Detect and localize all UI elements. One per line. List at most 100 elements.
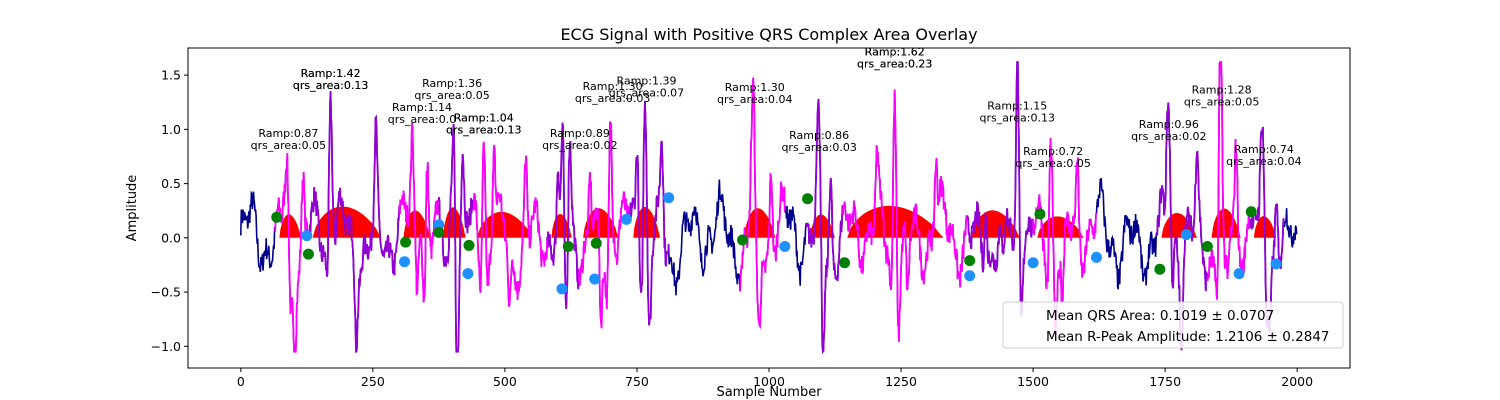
annotation-6-ramp: Ramp:1.04 (454, 112, 514, 125)
annotation-17-ramp: Ramp:1.28 (1192, 83, 1252, 96)
annotation-10-area: qrs_area:0.04 (717, 93, 792, 106)
q-point-10 (1027, 257, 1039, 269)
s-point-5 (562, 241, 574, 253)
annotation-12-area: qrs_area:0.23 (857, 57, 932, 70)
annotation-4: Ramp:1.36 qrs_area:0.05 (414, 77, 489, 102)
s-point-3 (433, 226, 445, 238)
q-point-11 (1090, 251, 1102, 263)
annotation-5: Ramp:1.04 qrs_area:0.13 (446, 112, 521, 137)
annotation-0-ramp: Ramp:0.87 (258, 127, 318, 140)
qrs-overlay-3 (438, 123, 475, 353)
qrs-overlay-1 (307, 91, 401, 353)
annotation-9: Ramp:1.39 qrs_area:0.07 (609, 75, 684, 100)
annotation-4-ramp: Ramp:1.36 (422, 77, 482, 90)
legend-entry-qrs-area: Mean QRS Area: 0.1019 ± 0.0707 (1046, 308, 1274, 324)
annotation-17: Ramp:1.28 qrs_area:0.05 (1184, 83, 1259, 108)
annotation-12-ramp: Ramp:1.62 (865, 45, 925, 58)
annotation-1-area: qrs_area:0.13 (293, 79, 368, 92)
annotation-18-area: qrs_area:0.04 (1226, 155, 1301, 168)
y-tick-label-5: 1.5 (161, 68, 181, 83)
annotation-12: Ramp:1.62 qrs_area:0.23 (857, 45, 932, 70)
chart-title: ECG Signal with Positive QRS Complex Are… (560, 25, 977, 44)
annotation-9-area: qrs_area:0.07 (609, 87, 684, 100)
annotation-18-ramp: Ramp:0.74 (1234, 143, 1294, 156)
qrs-area-fill-7 (633, 206, 666, 238)
annotation-9-ramp: Ramp:1.39 (616, 75, 676, 88)
annotation-7-area: qrs_area:0.02 (542, 139, 617, 152)
q-point-3 (462, 268, 474, 280)
legend-entry-r-peak-amplitude: Mean R-Peak Amplitude: 1.2106 ± 0.2847 (1046, 329, 1330, 345)
annotation-16: Ramp:0.96 qrs_area:0.02 (1131, 118, 1206, 143)
qrs-overlay-12 (1032, 138, 1098, 339)
x-tick-label-4: 1000 (753, 374, 785, 389)
annotation-2-area: qrs_area:0.13 (293, 79, 368, 92)
axes: 0 250 500 750 1000 1250 1500 1750 2000 −1.0 −0.5 0.… (151, 68, 1313, 389)
annotation-16-area: qrs_area:0.02 (1131, 130, 1206, 143)
y-tick-label-2: 0.0 (161, 230, 181, 245)
qrs-area-fill-10 (847, 205, 965, 238)
y-axis-label: Amplitude (125, 175, 140, 242)
qrs-overlay-2 (398, 122, 440, 303)
q-point-6 (620, 213, 632, 225)
q-point-14 (1270, 258, 1282, 270)
annotation-10: Ramp:1.30 qrs_area:0.04 (717, 81, 792, 106)
annotation-10-ramp: Ramp:1.30 (725, 81, 785, 94)
x-tick-label-7: 1750 (1149, 374, 1181, 389)
annotation-7-ramp: Ramp:0.89 (550, 127, 610, 140)
s-point-2 (400, 236, 412, 248)
annotation-5-area: qrs_area:0.13 (446, 124, 521, 137)
qrs-overlay-9 (805, 98, 844, 354)
annotation-11-area: qrs_area:0.03 (781, 141, 856, 154)
s-point-11 (1034, 208, 1046, 220)
annotation-3: Ramp:1.14 qrs_area:0.0 (388, 101, 456, 126)
q-point-12 (1180, 229, 1192, 241)
qrs-area-fill-1 (312, 206, 397, 238)
s-point-8 (802, 193, 814, 205)
x-tick-label-0: 0 (237, 374, 245, 389)
qrs-area-fill-0 (279, 214, 306, 238)
y-tick-label-3: 0.5 (161, 176, 181, 191)
s-point-0 (271, 211, 283, 223)
x-tick-label-8: 2000 (1281, 374, 1313, 389)
x-tick-label-6: 1500 (1017, 374, 1049, 389)
x-tick-label-5: 1250 (885, 374, 917, 389)
annotation-11: Ramp:0.86 qrs_area:0.03 (781, 129, 856, 154)
legend-box (1002, 301, 1344, 349)
qrs-overlay-6 (578, 121, 630, 329)
q-point-0 (301, 230, 313, 242)
x-axis-label: Sample Number (716, 385, 822, 400)
q-point-9 (964, 270, 976, 282)
q-point-7 (663, 192, 675, 204)
qrs-overlay-4 (472, 141, 549, 307)
qrs-overlay-10 (842, 89, 968, 342)
annotation-18: Ramp:0.74 qrs_area:0.04 (1226, 143, 1301, 168)
y-tick-label-0: −1.0 (151, 339, 181, 354)
s-point-13 (1201, 241, 1213, 253)
s-point-12 (1154, 263, 1166, 275)
s-point-1 (302, 248, 314, 260)
annotation-13-area: qrs_area:0.23 (857, 57, 932, 70)
qrs-overlay-14 (1206, 61, 1251, 300)
annotation-8-ramp: Ramp:1.30 (583, 80, 643, 93)
y-tick-label-1: −0.5 (151, 285, 181, 300)
annotation-2: Ramp:1.42 qrs_area:0.13 (293, 67, 368, 92)
annotation-5-ramp: Ramp:1.04 (454, 112, 514, 125)
s-point-14 (1245, 206, 1257, 218)
qrs-area-fill-14 (1211, 208, 1247, 238)
annotation-16-ramp: Ramp:0.96 (1139, 118, 1199, 131)
annotation-8: Ramp:1.30 qrs_area:0.03 (575, 80, 650, 105)
annotation-14: Ramp:1.15 qrs_area:0.13 (980, 100, 1055, 125)
q-point-1 (399, 256, 411, 268)
q-point-8 (779, 241, 791, 253)
q-point-13 (1233, 268, 1245, 280)
qrs-overlay-7 (628, 101, 670, 326)
annotation-13: Ramp:1.62 qrs_area:0.23 (857, 45, 932, 70)
q-point-5 (589, 273, 601, 285)
s-point-7 (737, 234, 749, 246)
annotation-2-ramp: Ramp:1.42 (301, 67, 361, 80)
s-point-9 (839, 257, 851, 269)
s-point-10 (964, 255, 976, 267)
x-tick-label-1: 250 (361, 374, 385, 389)
